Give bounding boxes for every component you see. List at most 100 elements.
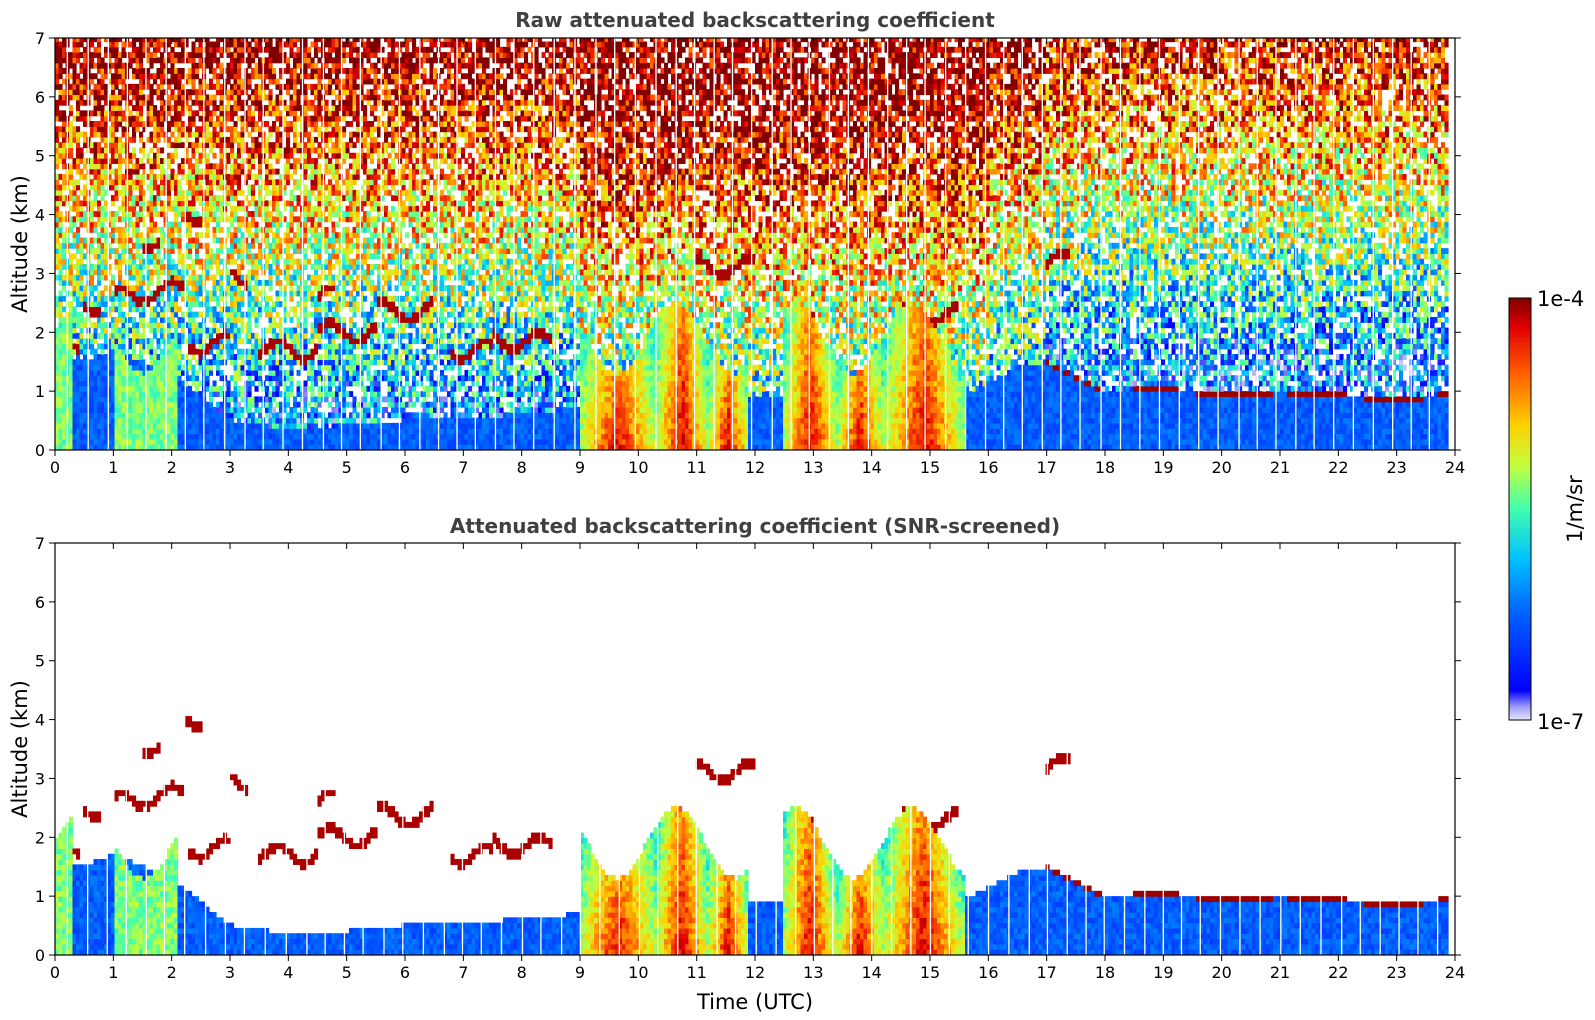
heatmap-cell (307, 195, 312, 202)
heatmap-cell (156, 152, 161, 159)
heatmap-cell (149, 343, 154, 350)
heatmap-cell (307, 62, 312, 69)
heatmap-cell (324, 89, 329, 96)
heatmap-cell (188, 253, 193, 260)
heatmap-cell (272, 237, 277, 244)
heatmap-cell (79, 412, 84, 419)
heatmap-cell (167, 226, 172, 233)
heatmap-cell (72, 52, 77, 59)
heatmap-cell (149, 216, 154, 223)
heatmap-cell (104, 152, 109, 159)
heatmap-cell (153, 152, 158, 159)
heatmap-cell (265, 184, 270, 191)
heatmap-cell (100, 179, 105, 186)
heatmap-cell (72, 428, 77, 435)
heatmap-cell (100, 369, 105, 376)
heatmap-cell (69, 168, 74, 175)
heatmap-cell (293, 147, 298, 154)
heatmap-cell (62, 242, 67, 249)
heatmap-cell (139, 332, 144, 339)
heatmap-cell (146, 41, 151, 48)
heatmap-cell (240, 354, 245, 360)
heatmap-cell (170, 407, 175, 413)
heatmap-cell (160, 94, 165, 101)
heatmap-cell (135, 94, 140, 101)
heatmap-cell (58, 401, 63, 408)
heatmap-cell (128, 258, 133, 265)
heatmap-cell (237, 179, 242, 186)
heatmap-cell (265, 120, 270, 127)
heatmap-cell (188, 131, 193, 138)
heatmap-cell (170, 444, 175, 450)
heatmap-cell (76, 422, 81, 429)
heatmap-cell (226, 428, 231, 435)
heatmap-cell (170, 433, 175, 440)
heatmap-cell (184, 253, 189, 260)
heatmap-cell (216, 327, 221, 334)
heatmap-cell (93, 364, 98, 371)
heatmap-cell (258, 422, 263, 429)
heatmap-cell (55, 38, 60, 43)
heatmap-cell (272, 52, 277, 59)
heatmap-cell (335, 168, 340, 175)
heatmap-cell (303, 295, 308, 302)
heatmap-cell (181, 322, 186, 329)
heatmap-cell (286, 200, 291, 207)
heatmap-cell (90, 168, 95, 175)
heatmap-cell (251, 147, 256, 154)
heatmap-cell (170, 173, 175, 180)
heatmap-cell (135, 306, 140, 313)
heatmap-cell (118, 306, 123, 313)
heatmap-cell (97, 258, 102, 265)
heatmap-cell (237, 433, 242, 440)
heatmap-cell (100, 147, 105, 154)
heatmap-cell (79, 131, 84, 138)
heatmap-cell (268, 327, 273, 334)
heatmap-cell (128, 83, 133, 90)
heatmap-cell (174, 311, 179, 318)
heatmap-cell (83, 189, 88, 196)
heatmap-cell (303, 89, 308, 96)
heatmap-cell (55, 136, 60, 143)
heatmap-cell (286, 179, 291, 186)
heatmap-cell (58, 364, 63, 371)
heatmap-cell (226, 152, 231, 159)
heatmap-cell (72, 396, 77, 403)
heatmap-cell (132, 269, 137, 276)
heatmap-cell (188, 142, 193, 149)
heatmap-cell (310, 142, 315, 149)
heatmap-cell (233, 332, 238, 339)
heatmap-cell (272, 422, 277, 429)
heatmap-cell (272, 375, 277, 382)
heatmap-cell (331, 142, 336, 149)
heatmap-cell (107, 311, 112, 318)
heatmap-cell (335, 274, 340, 281)
heatmap-cell (233, 422, 238, 429)
heatmap-cell (174, 348, 179, 355)
heatmap-cell (111, 274, 116, 281)
heatmap-cell (244, 126, 249, 133)
heatmap-cell (328, 38, 333, 43)
heatmap-cell (272, 343, 277, 350)
heatmap-cell (167, 385, 172, 392)
heatmap-cell (128, 306, 133, 313)
heatmap-cell (240, 248, 245, 255)
heatmap-cell (268, 391, 273, 398)
heatmap-cell (303, 163, 308, 170)
heatmap-cell (160, 62, 165, 69)
heatmap-cell (205, 126, 210, 133)
heatmap-cell (114, 364, 119, 371)
heatmap-cell (167, 364, 172, 371)
heatmap-cell (275, 136, 280, 143)
heatmap-cell (170, 269, 175, 276)
heatmap-cell (97, 380, 102, 387)
heatmap-cell (100, 290, 105, 297)
heatmap-cell (72, 417, 77, 424)
heatmap-cell (226, 126, 231, 133)
heatmap-cell (303, 401, 308, 408)
heatmap-cell (247, 422, 252, 429)
heatmap-cell (104, 417, 109, 424)
heatmap-cell (69, 62, 74, 69)
heatmap-cell (177, 348, 182, 355)
heatmap-cell (146, 184, 151, 191)
